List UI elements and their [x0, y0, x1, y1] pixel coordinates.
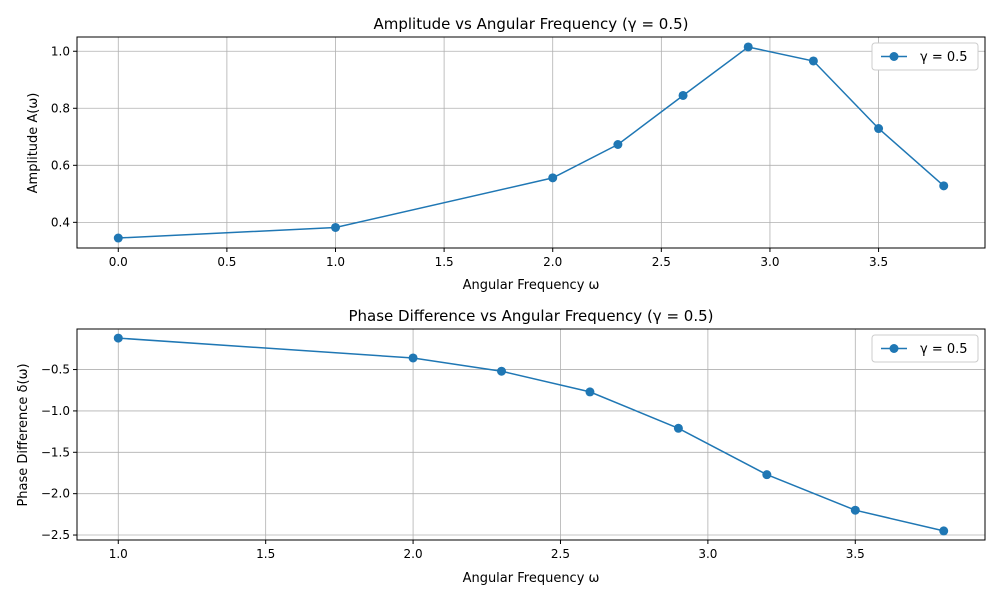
legend-label: γ = 0.5 — [920, 342, 968, 357]
data-point — [673, 423, 683, 433]
y-axis-label: Phase Difference δ(ω) — [16, 363, 31, 506]
legend: γ = 0.5 — [871, 42, 979, 71]
x-tick-label: 3.0 — [698, 547, 717, 561]
data-point — [874, 124, 884, 134]
x-tick-label: 3.5 — [846, 547, 865, 561]
phase-chart: Phase Difference vs Angular Frequency (γ… — [16, 307, 986, 586]
x-tick-label: 0.0 — [109, 255, 128, 269]
data-point — [613, 139, 623, 149]
x-tick-label: 3.5 — [869, 255, 888, 269]
x-tick-label: 1.0 — [326, 255, 345, 269]
legend-label: γ = 0.5 — [920, 50, 968, 65]
legend-marker — [889, 344, 899, 353]
data-point — [743, 42, 753, 52]
x-tick-label: 1.5 — [256, 547, 275, 561]
series-layer — [113, 333, 949, 536]
data-point — [408, 353, 418, 363]
data-point — [762, 470, 772, 480]
x-tick-label: 3.0 — [760, 255, 779, 269]
y-tick-label: −1.5 — [41, 445, 70, 459]
grid — [77, 37, 985, 248]
legend-frame — [871, 334, 979, 363]
data-point — [113, 233, 123, 243]
data-point — [548, 173, 558, 183]
x-tick-label: 0.5 — [217, 255, 236, 269]
series-line — [118, 337, 944, 532]
x-tick-label: 2.5 — [652, 255, 671, 269]
ticks: 1.0 1.5 2.0 2.5 3.0 3.5 −0.5 −1.0 −1.5 −2.0 −2.5 — [41, 363, 865, 561]
y-tick-label: 0.6 — [51, 158, 70, 172]
data-point — [113, 333, 123, 343]
data-point — [330, 222, 340, 232]
y-tick-label: 0.8 — [51, 101, 70, 115]
data-point — [939, 181, 949, 191]
x-tick-label: 1.5 — [435, 255, 454, 269]
x-tick-label: 1.0 — [109, 547, 128, 561]
ticks: 0.0 0.5 1.0 1.5 2.0 2.5 3.0 3.5 0.4 0.6 0.8 1.0 — [51, 44, 888, 269]
plot-frame — [76, 36, 986, 249]
chart-title: Phase Difference vs Angular Frequency (γ… — [348, 307, 713, 325]
y-axis-label: Amplitude A(ω) — [26, 93, 41, 194]
data-point — [678, 90, 688, 100]
data-point — [850, 505, 860, 515]
series-line — [118, 46, 945, 239]
y-tick-label: −1.0 — [41, 404, 70, 418]
y-tick-label: −0.5 — [41, 363, 70, 377]
x-tick-label: 2.5 — [551, 547, 570, 561]
x-tick-label: 2.0 — [543, 255, 562, 269]
series-layer — [113, 42, 949, 243]
chart-title: Amplitude vs Angular Frequency (γ = 0.5) — [374, 15, 689, 33]
x-tick-label: 2.0 — [404, 547, 423, 561]
legend-marker — [889, 52, 899, 61]
data-point — [939, 526, 949, 536]
x-axis-label: Angular Frequency ω — [463, 571, 600, 586]
legend-frame — [871, 42, 979, 71]
y-tick-label: 1.0 — [51, 44, 70, 58]
plot-frame — [76, 328, 986, 541]
y-tick-label: 0.4 — [51, 215, 70, 229]
grid — [77, 329, 985, 540]
y-tick-label: −2.5 — [41, 528, 70, 542]
data-point — [585, 387, 595, 397]
y-tick-label: −2.0 — [41, 487, 70, 501]
data-point — [497, 366, 507, 376]
amplitude-chart: Amplitude vs Angular Frequency (γ = 0.5)… — [26, 15, 986, 293]
legend: γ = 0.5 — [871, 334, 979, 363]
data-point — [808, 56, 818, 66]
x-axis-label: Angular Frequency ω — [463, 278, 600, 293]
